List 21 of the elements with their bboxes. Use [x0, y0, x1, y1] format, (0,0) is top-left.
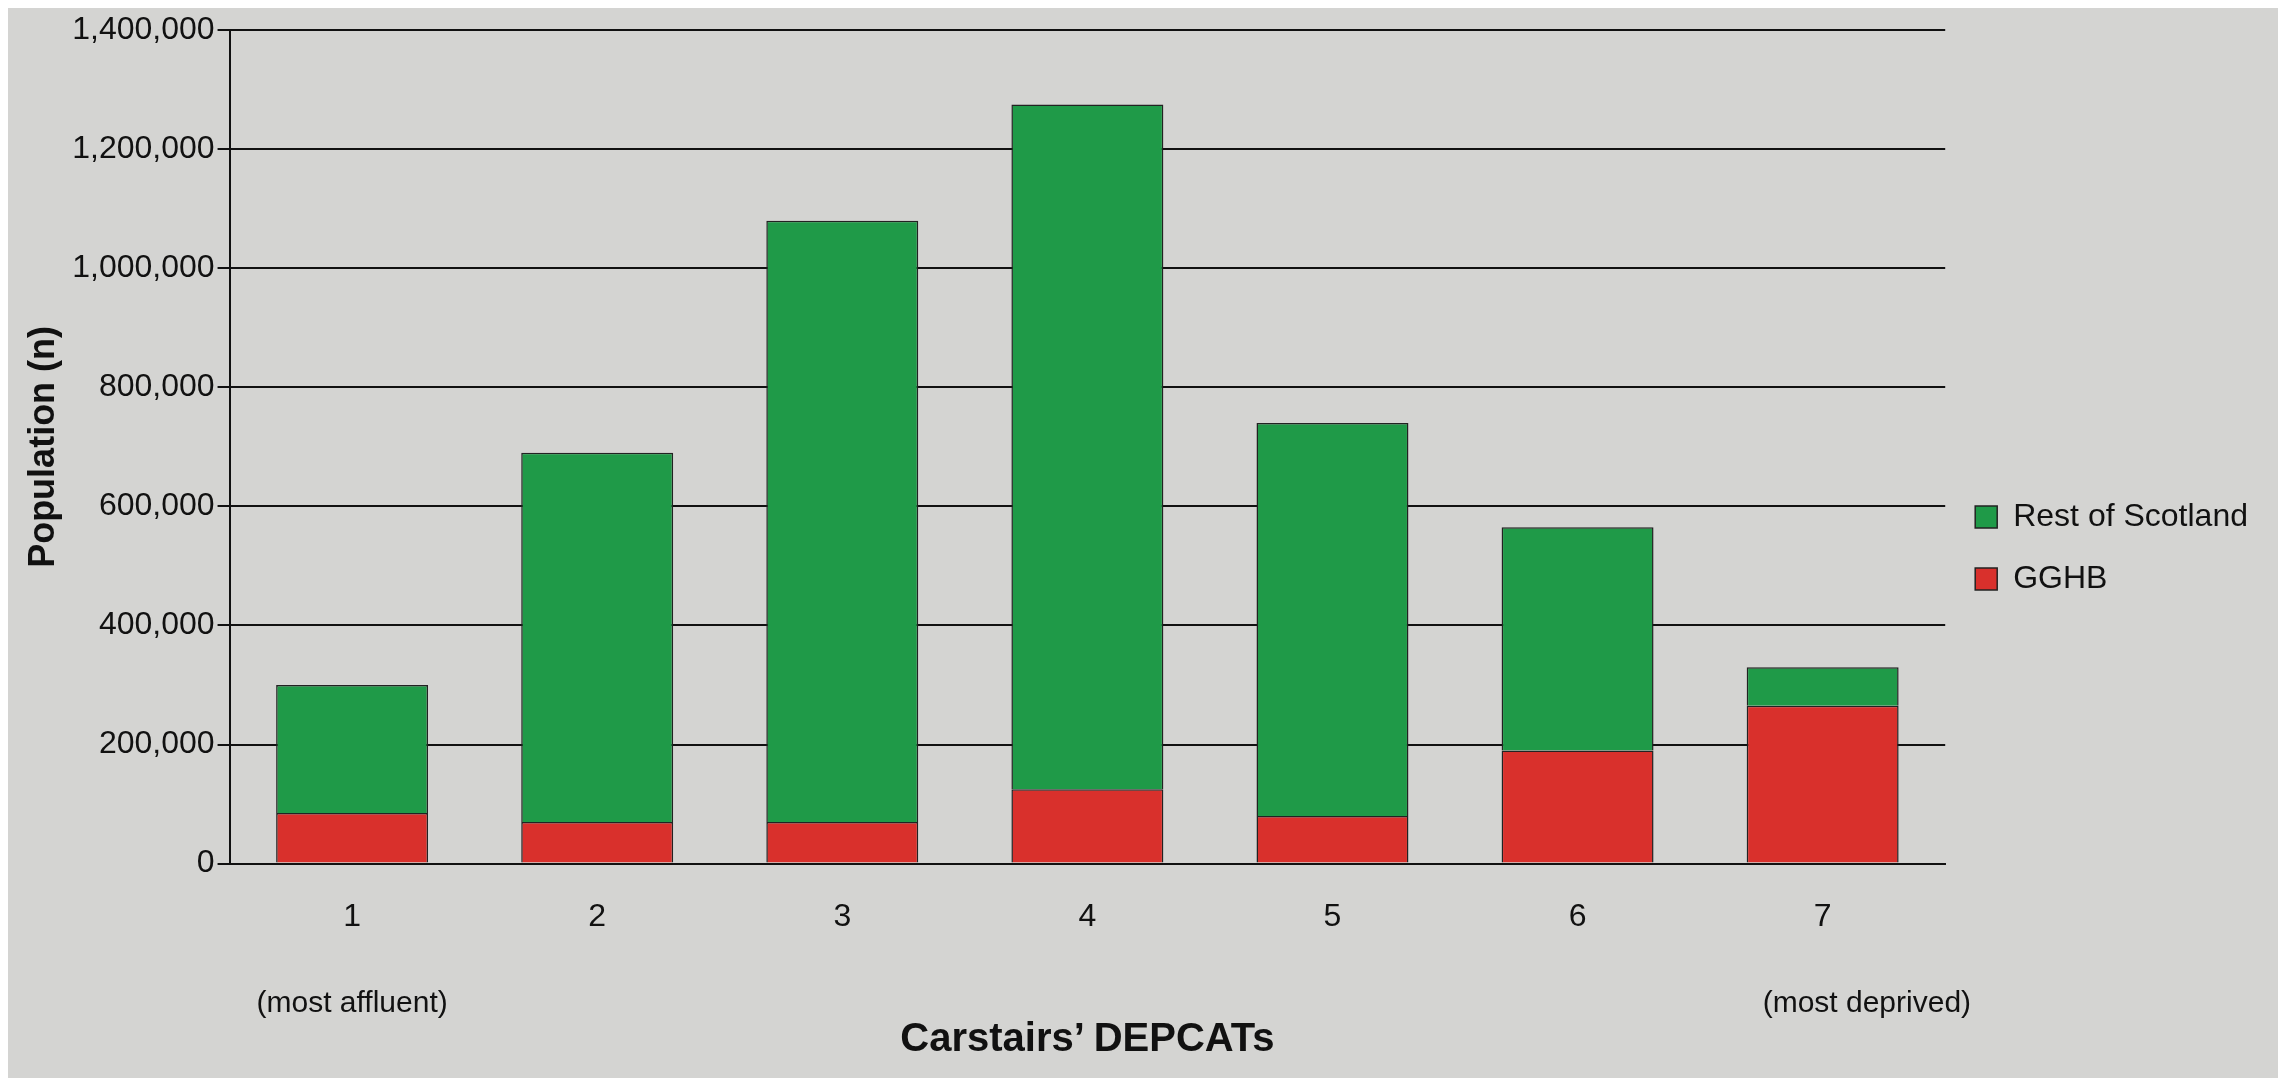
x-tick-label: 3: [833, 896, 852, 933]
y-tick-label: 800,000: [98, 367, 215, 404]
y-tick-label: 600,000: [98, 486, 215, 523]
x-tick-label: 2: [588, 896, 607, 933]
y-tick-label: 400,000: [98, 605, 215, 642]
y-tick-label: 1,000,000: [72, 248, 215, 285]
y-tick-label: 0: [196, 843, 215, 880]
x-tick-label: 7: [1813, 896, 1832, 933]
text: (most affluent): [256, 984, 448, 1018]
y-tick-label: 1,400,000: [72, 10, 215, 47]
legend-label: GGHB: [2013, 558, 2108, 595]
y-tick-label: 200,000: [98, 724, 215, 761]
x-axis-title: Carstairs’ DEPCATs: [900, 1015, 1275, 1060]
legend-label: Rest of Scotland: [2013, 496, 2248, 533]
y-axis-title: Population (n): [20, 325, 62, 568]
text: (most deprived): [1762, 984, 1972, 1018]
x-tick-label: 5: [1323, 896, 1342, 933]
y-tick-label: 1,200,000: [72, 129, 215, 166]
x-tick-label: 4: [1078, 896, 1097, 933]
x-tick-label: 1: [343, 896, 361, 933]
x-tick-label: 6: [1568, 896, 1587, 933]
